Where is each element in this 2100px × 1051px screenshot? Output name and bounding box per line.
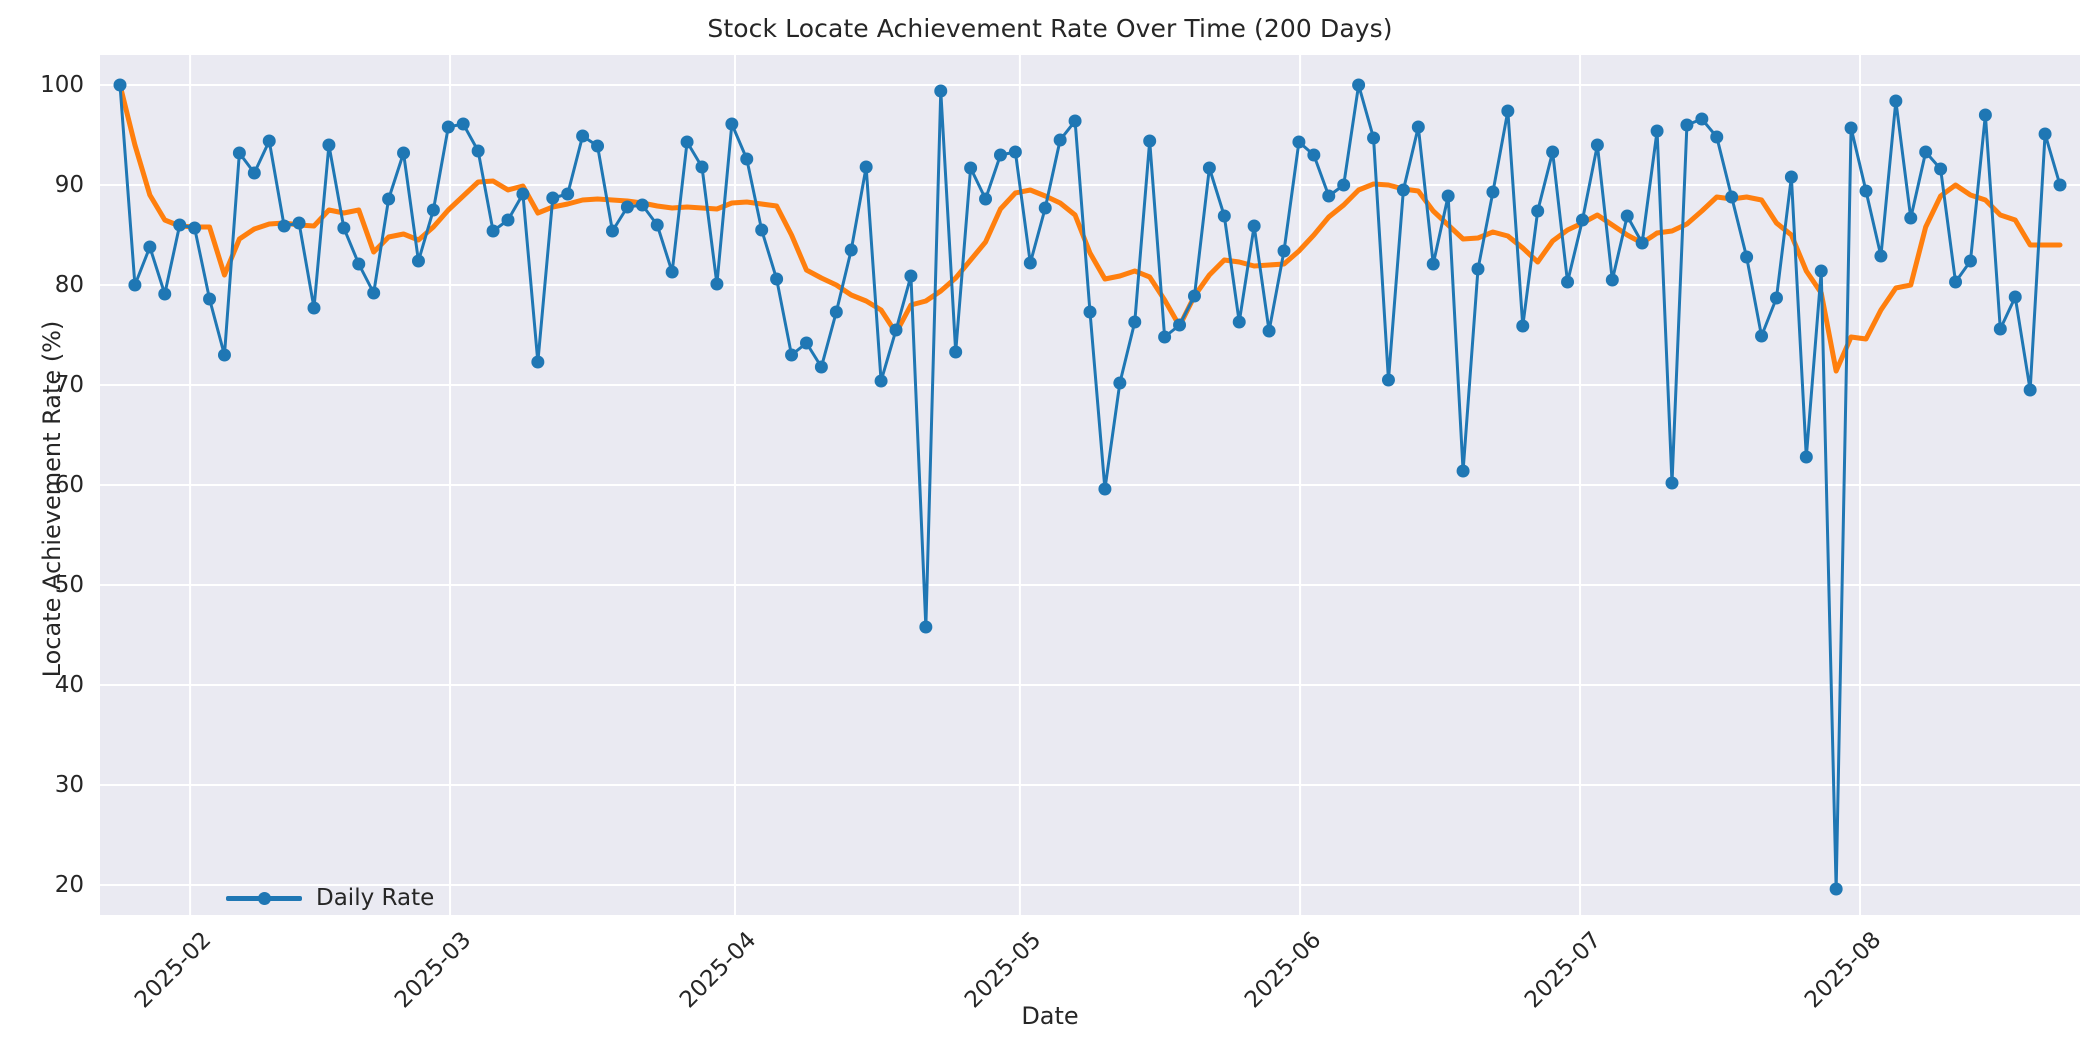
series-daily-rate: [118, 83, 2062, 891]
legend-item-daily-rate: Daily Rate: [226, 885, 483, 911]
legend-label-daily-rate: Daily Rate: [316, 885, 435, 911]
y-axis-label: Locate Achievement Rate (%): [38, 320, 66, 678]
plot-svg: [100, 55, 2080, 915]
x-axis-tick-label: 2025-06: [1240, 927, 1327, 1014]
page-title: Stock Locate Achievement Rate Over Time …: [707, 14, 1393, 43]
legend-swatch-daily-rate: [226, 885, 302, 911]
x-axis-tick-label: 2025-03: [390, 927, 477, 1014]
x-axis-tick-label: 2025-04: [675, 927, 762, 1014]
x-axis-tick-label: 2025-05: [959, 927, 1047, 1014]
plot-area: Daily Rate 7-day Average: [100, 55, 2080, 915]
x-axis-tick-label: 2025-08: [1800, 927, 1887, 1014]
x-axis-tick-label: 2025-02: [130, 927, 217, 1014]
horizontal-gridlines: [100, 84, 2080, 886]
series-daily-rate-markers: [113, 78, 2067, 896]
x-axis-label: Date: [1021, 1002, 1079, 1030]
x-axis-tick-label: 2025-07: [1520, 927, 1607, 1014]
legend: Daily Rate 7-day Average: [218, 881, 491, 915]
